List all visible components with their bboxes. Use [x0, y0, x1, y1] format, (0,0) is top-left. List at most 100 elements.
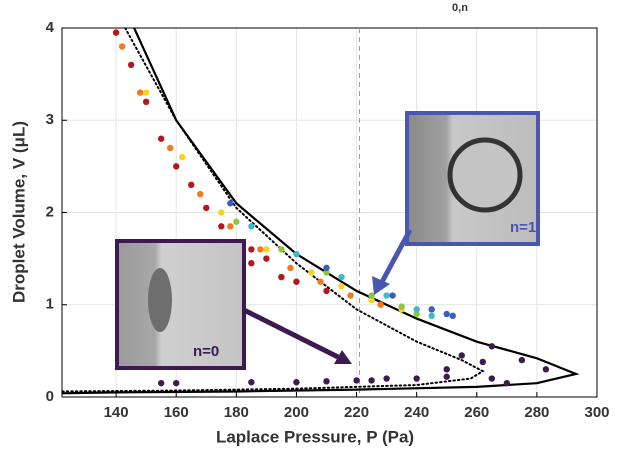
data-point [368, 292, 375, 299]
inset-label: n=0 [193, 343, 219, 360]
axes-frame [61, 27, 598, 398]
data-point [479, 358, 486, 366]
data-point [353, 377, 360, 384]
data-point [278, 273, 285, 281]
data-point [542, 366, 550, 373]
data-point [518, 356, 526, 364]
droplet [447, 137, 523, 213]
y-axis-label: Droplet Volume, V (μL) [9, 121, 28, 303]
x-tick-label: 200 [284, 404, 309, 421]
data-point [443, 310, 450, 318]
inset-frame [115, 239, 246, 370]
data-point [167, 144, 174, 152]
arrow [379, 228, 413, 284]
data-point [338, 283, 345, 290]
y-tick-label: 3 [46, 111, 54, 128]
data-point [278, 246, 285, 253]
data-point [338, 273, 345, 281]
data-point [383, 375, 390, 382]
x-tick-label: 280 [524, 404, 549, 421]
x-tick-label: 240 [404, 404, 429, 421]
data-point [127, 61, 135, 69]
data-point [173, 379, 180, 387]
arrow-head [372, 276, 390, 295]
y-tick-label: 2 [46, 203, 54, 220]
data-point [227, 223, 234, 230]
data-point [248, 379, 255, 386]
data-point [347, 292, 354, 299]
data-point [413, 310, 420, 318]
data-point [413, 306, 420, 313]
data-point [263, 246, 270, 253]
data-point [443, 366, 450, 373]
data-point [203, 204, 210, 212]
data-point [377, 301, 384, 308]
data-point [398, 303, 405, 310]
data-point [428, 312, 435, 320]
x-tick-label: 260 [464, 404, 489, 421]
data-point [248, 246, 255, 253]
data-point [248, 260, 255, 267]
data-point [173, 163, 180, 170]
data-point [488, 375, 496, 382]
data-point [257, 246, 264, 253]
data-point [368, 296, 375, 304]
top-annotation: 0,n [452, 2, 468, 14]
data-point [293, 250, 300, 258]
data-point [112, 29, 120, 36]
data-point [248, 223, 255, 230]
data-point [227, 200, 234, 207]
data-layer [62, 28, 580, 395]
model-curve [62, 28, 580, 395]
data-point [428, 306, 435, 313]
data-point [188, 181, 195, 189]
x-tick-label: 300 [584, 404, 609, 421]
data-point [218, 223, 225, 230]
data-point [458, 352, 465, 359]
data-point [293, 278, 300, 285]
y-tick-label: 0 [46, 388, 54, 405]
x-tick-label: 180 [224, 404, 249, 421]
data-point [308, 269, 315, 276]
data-point [323, 269, 330, 276]
data-point [323, 378, 330, 385]
inset-n1: n=1 [372, 111, 540, 295]
data-point [368, 377, 375, 384]
x-tick-label: 220 [344, 404, 369, 421]
x-tick-label: 160 [164, 404, 189, 421]
x-axis-label: Laplace Pressure, P (Pa) [216, 427, 414, 446]
model-curve [62, 28, 485, 393]
droplet [148, 268, 172, 332]
data-point [118, 43, 126, 50]
data-point [323, 287, 330, 295]
inset-n0: n=0 [115, 239, 352, 370]
data-point [389, 292, 396, 299]
data-point [179, 153, 186, 161]
data-point [157, 135, 165, 142]
data-point [503, 379, 511, 387]
inset-label: n=1 [510, 219, 536, 236]
data-point [413, 375, 420, 382]
data-point [449, 312, 456, 320]
data-point [218, 209, 225, 216]
data-point [488, 343, 496, 350]
data-point [197, 190, 204, 198]
data-point [383, 292, 390, 299]
y-tick-label: 1 [46, 296, 54, 313]
x-tick-label: 140 [104, 404, 129, 421]
data-point [287, 264, 294, 272]
data-point [157, 379, 165, 387]
data-point [323, 264, 330, 272]
data-point [142, 89, 150, 96]
y-tick-label: 4 [46, 19, 55, 36]
data-point [136, 89, 144, 96]
data-point [443, 373, 450, 380]
arrow [242, 307, 342, 361]
data-point [233, 218, 240, 225]
data-point [263, 255, 270, 262]
data-point [293, 379, 300, 386]
data-point [317, 278, 324, 285]
arrow-head [334, 350, 352, 364]
data-point [142, 98, 150, 106]
